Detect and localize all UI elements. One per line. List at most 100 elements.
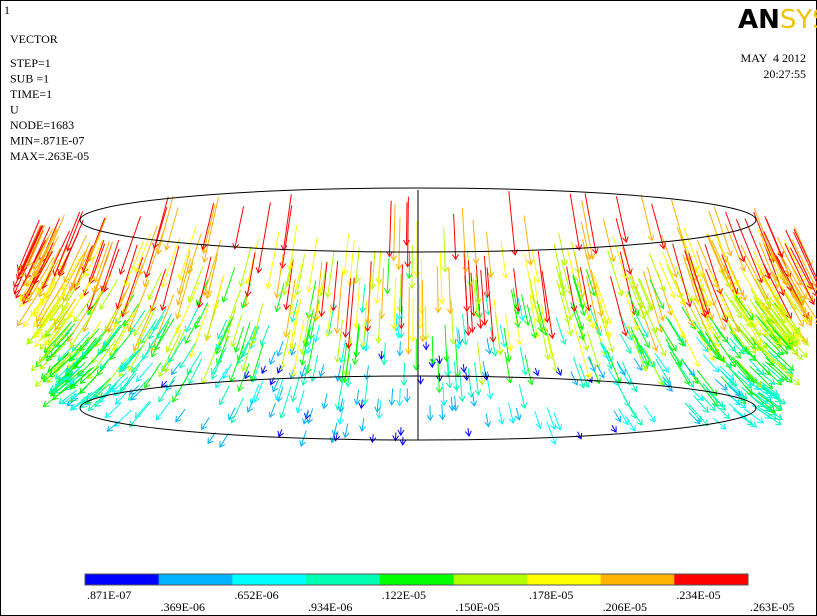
- vector-arrow: [630, 406, 643, 426]
- vector-arrow: [602, 218, 615, 262]
- legend-label: .150E-05: [455, 600, 499, 614]
- arrow-head: [584, 372, 592, 380]
- vector-arrow: [510, 289, 519, 328]
- arrow-head: [376, 412, 383, 420]
- vector-arrow: [462, 314, 467, 345]
- arrow-head: [165, 346, 172, 353]
- arrow-head: [642, 331, 649, 338]
- arrow-head: [156, 332, 163, 340]
- arrow-head: [172, 396, 179, 403]
- vector-arrow: [240, 245, 252, 287]
- arrow-head: [113, 390, 120, 397]
- arrow-head: [478, 379, 486, 386]
- arrow-head: [45, 354, 53, 362]
- vector-arrow: [758, 242, 779, 289]
- vector-arrow: [133, 304, 154, 336]
- arrow-head: [321, 402, 329, 410]
- vector-arrow: [74, 235, 100, 288]
- vector-arrow: [700, 394, 716, 411]
- arrow-head: [559, 290, 566, 297]
- arrow-head: [693, 360, 700, 368]
- arrow-head: [793, 379, 801, 386]
- arrow-head: [722, 336, 729, 344]
- vector-arrow: [754, 305, 782, 345]
- arrow-head: [104, 411, 112, 419]
- arrow-head: [123, 279, 131, 287]
- arrow-head: [718, 268, 725, 276]
- arrow-head: [249, 375, 257, 383]
- vector-arrow: [619, 251, 635, 315]
- vector-arrow: [269, 403, 276, 418]
- arrow-head: [158, 395, 165, 403]
- vector-arrow: [644, 347, 664, 386]
- legend-label: .234E-05: [676, 588, 720, 602]
- legend-swatch: [306, 574, 381, 585]
- arrow-head: [399, 439, 407, 446]
- vector-arrow: [399, 387, 401, 406]
- vector-arrow: [621, 361, 637, 392]
- arrow-head: [733, 326, 741, 333]
- vector-arrow: [203, 196, 219, 263]
- arrow-head: [776, 403, 783, 410]
- arrow-head: [418, 308, 426, 315]
- legend-label: .934E-06: [308, 600, 352, 614]
- arrow-head: [93, 276, 101, 284]
- vector-arrow: [251, 343, 264, 382]
- vector-arrow: [291, 299, 302, 350]
- arrow-head: [746, 419, 754, 426]
- vector-arrow: [33, 281, 57, 315]
- arrow-head: [781, 348, 789, 355]
- vector-arrow: [378, 400, 382, 419]
- vector-arrow: [446, 350, 449, 377]
- vector-arrow: [710, 273, 731, 318]
- vector-arrow: [114, 312, 136, 351]
- arrow-head: [36, 328, 43, 336]
- vector-arrow: [349, 240, 355, 287]
- vector-arrow: [555, 265, 565, 297]
- vector-arrow: [546, 421, 556, 445]
- vector-arrow: [292, 319, 305, 377]
- vector-arrow: [730, 299, 751, 328]
- vector-arrow: [566, 266, 576, 312]
- vector-arrow: [748, 351, 771, 376]
- vector-arrow: [713, 206, 732, 256]
- arrow-head: [659, 242, 666, 250]
- arrow-head: [639, 313, 647, 320]
- vector-arrow: [678, 364, 694, 388]
- vector-arrow: [753, 392, 768, 404]
- arrow-head: [106, 425, 114, 432]
- arrow-head: [739, 255, 746, 263]
- vector-arrow: [669, 351, 690, 385]
- arrow-head: [720, 423, 727, 430]
- arrow-head: [228, 413, 235, 421]
- arrow-head: [705, 324, 712, 331]
- vector-arrow: [573, 323, 590, 379]
- arrow-head: [802, 312, 809, 319]
- arrow-head: [128, 388, 136, 395]
- arrow-head: [602, 318, 609, 326]
- arrow-head: [345, 342, 353, 350]
- vector-arrow: [306, 336, 313, 354]
- vector-arrow: [462, 364, 465, 373]
- vector-arrow: [343, 233, 350, 275]
- arrow-head: [68, 284, 75, 292]
- vector-arrow: [727, 394, 746, 409]
- arrow-head: [658, 302, 665, 310]
- arrow-head: [34, 340, 41, 348]
- arrow-head: [201, 256, 209, 263]
- vector-arrow: [438, 373, 441, 382]
- vector-arrow: [734, 287, 757, 328]
- arrow-head: [609, 255, 616, 263]
- arrow-head: [697, 271, 704, 279]
- arrow-head: [764, 369, 771, 376]
- vector-arrow: [450, 299, 454, 345]
- vector-arrow: [767, 355, 800, 386]
- arrow-head: [765, 392, 773, 399]
- vector-arrow: [120, 363, 141, 392]
- arrow-head: [550, 438, 557, 446]
- vector-arrow: [67, 277, 95, 319]
- arrow-head: [750, 421, 758, 428]
- vector-arrow: [311, 354, 319, 382]
- vector-arrow: [339, 398, 344, 412]
- vector-arrow: [747, 305, 768, 337]
